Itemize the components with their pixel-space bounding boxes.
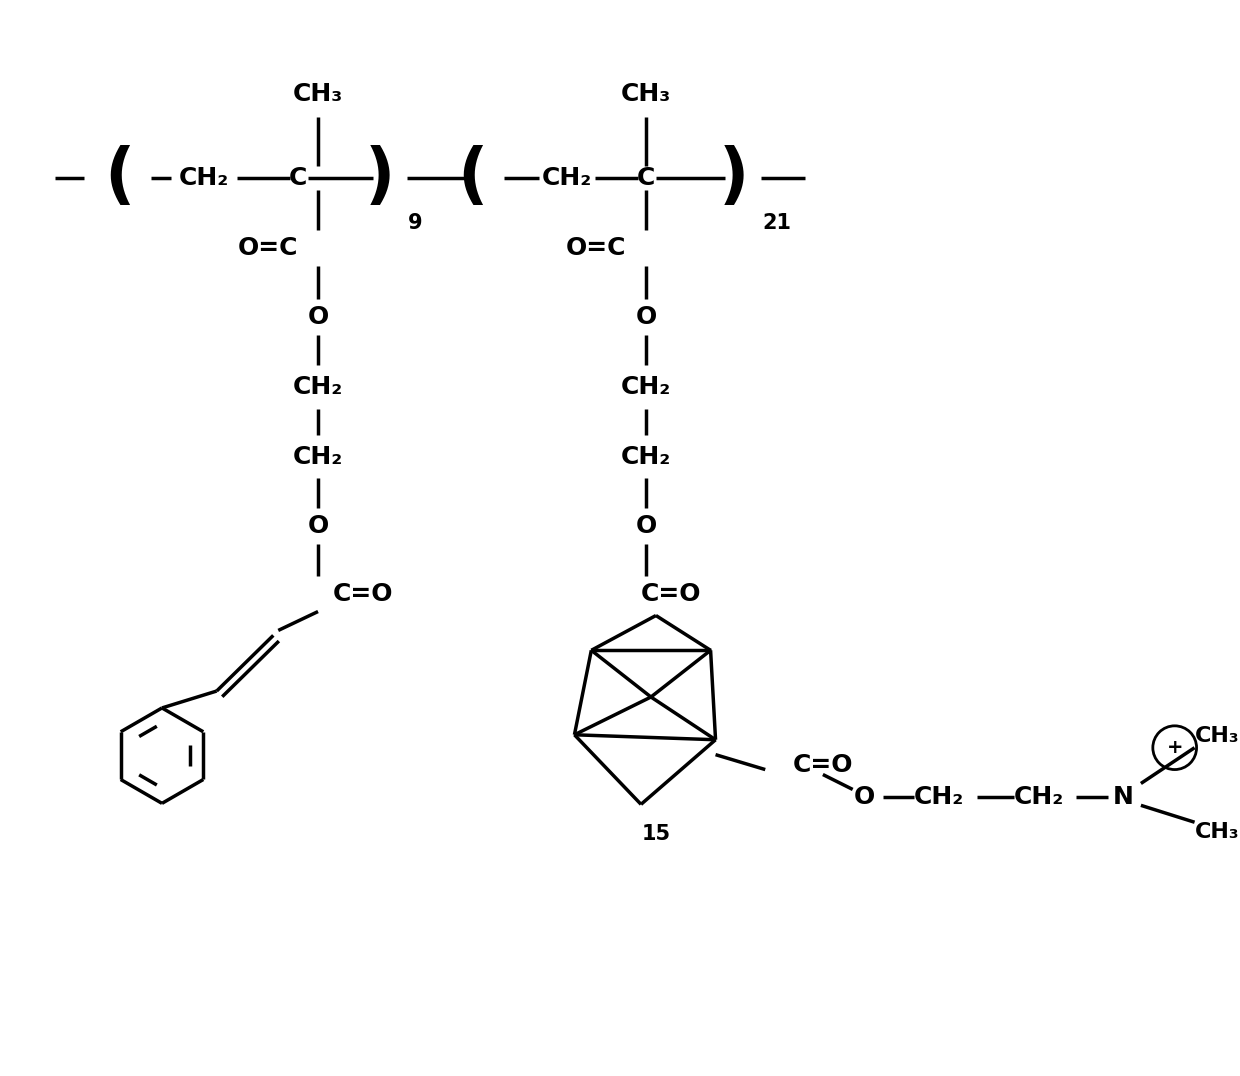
Text: CH₃: CH₃ [621,82,671,105]
Text: CH₂: CH₂ [621,444,671,468]
Text: +: + [1167,738,1183,758]
Text: 15: 15 [641,824,671,845]
Text: C=O: C=O [641,582,702,606]
Text: CH₃: CH₃ [1195,726,1240,746]
Text: C: C [637,166,655,190]
Text: C: C [289,166,308,190]
Text: N: N [1112,785,1133,809]
Text: CH₂: CH₂ [621,374,671,399]
Text: O=C: O=C [565,236,626,259]
Text: CH₃: CH₃ [1195,822,1240,843]
Text: CH₂: CH₂ [293,374,343,399]
Text: ): ) [718,145,749,211]
Text: C=O: C=O [332,582,393,606]
Text: (: ( [104,145,134,211]
Text: C=O: C=O [794,752,853,777]
Text: CH₂: CH₂ [1013,785,1064,809]
Text: O=C: O=C [238,236,299,259]
Text: CH₂: CH₂ [293,444,343,468]
Text: CH₂: CH₂ [542,166,591,190]
Text: CH₂: CH₂ [914,785,965,809]
Text: 21: 21 [763,213,791,233]
Text: 9: 9 [408,213,423,233]
Text: ): ) [365,145,394,211]
Text: O: O [854,785,875,809]
Text: O: O [635,306,657,329]
Text: O: O [635,514,657,538]
Text: O: O [308,306,329,329]
Text: CH₂: CH₂ [179,166,229,190]
Text: (: ( [456,145,487,211]
Text: CH₃: CH₃ [293,82,343,105]
Text: O: O [308,514,329,538]
